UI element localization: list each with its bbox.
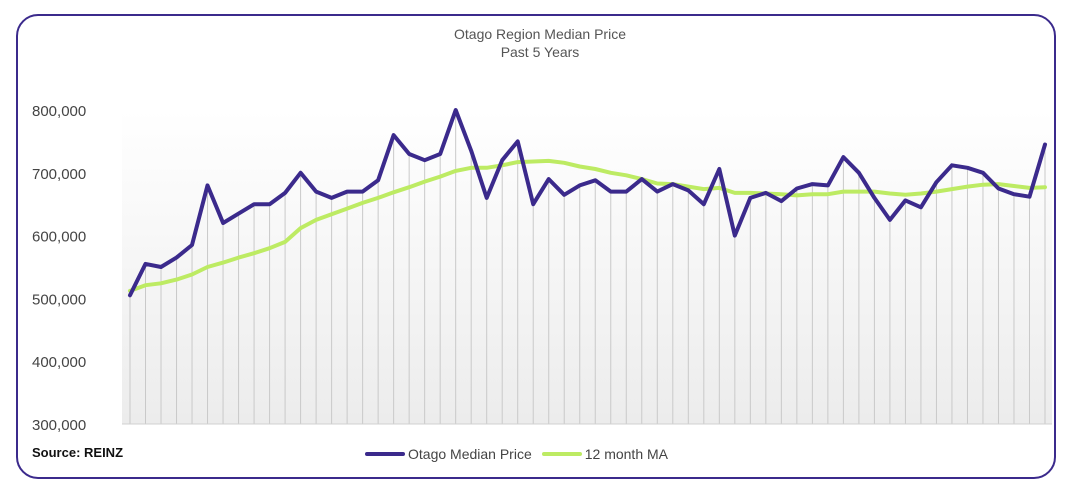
chart-title: Otago Region Median Price — [454, 26, 626, 42]
plot-area — [122, 110, 1052, 424]
y-tick-label: 500,000 — [32, 291, 86, 308]
legend-swatch-median — [365, 452, 405, 456]
chart-legend: Otago Median Price 12 month MA — [365, 446, 678, 462]
legend-label-ma: 12 month MA — [584, 446, 668, 462]
series-line-ma — [128, 158, 1047, 293]
y-tick-label: 800,000 — [32, 103, 86, 120]
y-tick-label: 700,000 — [32, 166, 86, 183]
legend-swatch-ma — [541, 452, 582, 456]
y-tick-label: 300,000 — [32, 417, 86, 434]
y-tick-label: 400,000 — [32, 354, 86, 371]
y-tick-label: 600,000 — [32, 229, 86, 246]
legend-item-ma: 12 month MA — [541, 446, 668, 462]
chart-subtitle: Past 5 Years — [500, 44, 580, 60]
series-line-median — [128, 108, 1047, 298]
legend-label-median: Otago Median Price — [408, 446, 532, 462]
source-label: Source: REINZ — [32, 445, 124, 460]
legend-item-median: Otago Median Price — [365, 446, 532, 462]
